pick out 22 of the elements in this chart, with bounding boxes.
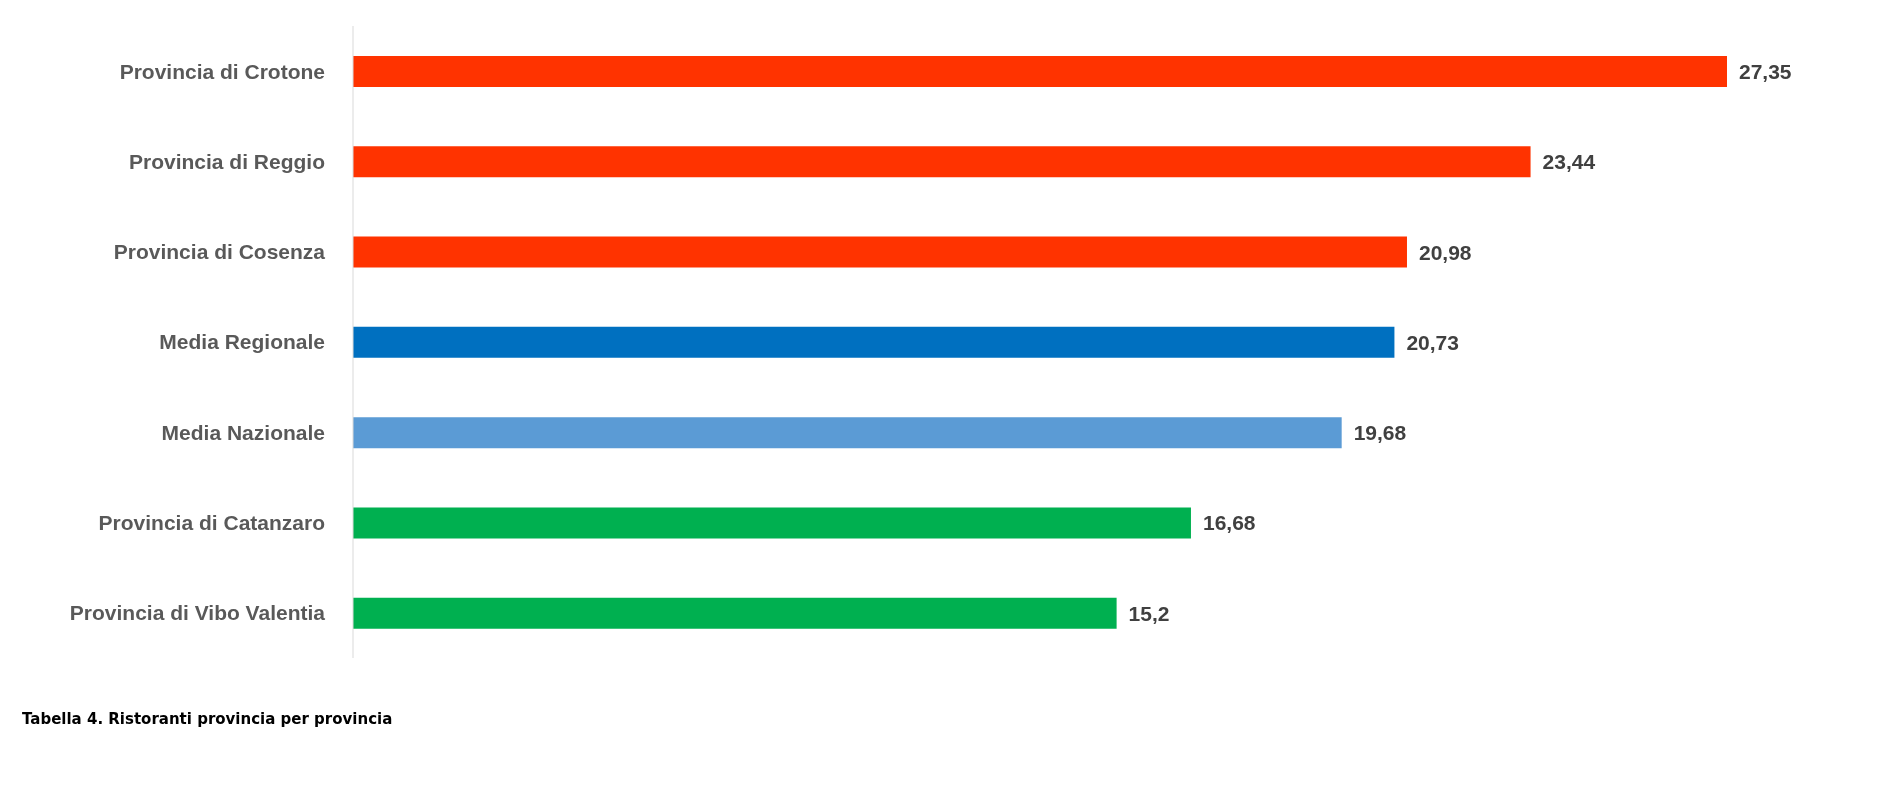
bar (353, 597, 1117, 629)
y-tick-label: Provincia di Vibo Valentia (69, 601, 326, 625)
bar (353, 507, 1191, 539)
data-label: 19,68 (1353, 421, 1407, 445)
bar (353, 236, 1407, 268)
text: Tabella 4. Ristoranti provincia per provincia (22, 710, 394, 728)
data-label: 20,98 (1418, 240, 1472, 264)
y-tick-label: Media Regionale (159, 330, 325, 354)
bar (353, 146, 1531, 178)
y-tick-label: Provincia di Cosenza (113, 240, 326, 264)
bar (353, 56, 1727, 87)
y-tick-label: Provincia di Reggio (128, 149, 325, 173)
data-label: 20,73 (1406, 330, 1459, 354)
bar (353, 326, 1395, 358)
y-tick-label: Provincia di Catanzaro (98, 511, 325, 535)
data-label: 23,44 (1542, 150, 1596, 174)
data-label: 15,2 (1128, 601, 1170, 625)
data-label: 16,68 (1202, 511, 1256, 535)
data-label: 27,35 (1739, 59, 1792, 83)
bar (353, 417, 1342, 449)
y-tick-label: Media Nazionale (161, 420, 325, 444)
y-tick-label: Provincia di Crotone (119, 59, 325, 83)
